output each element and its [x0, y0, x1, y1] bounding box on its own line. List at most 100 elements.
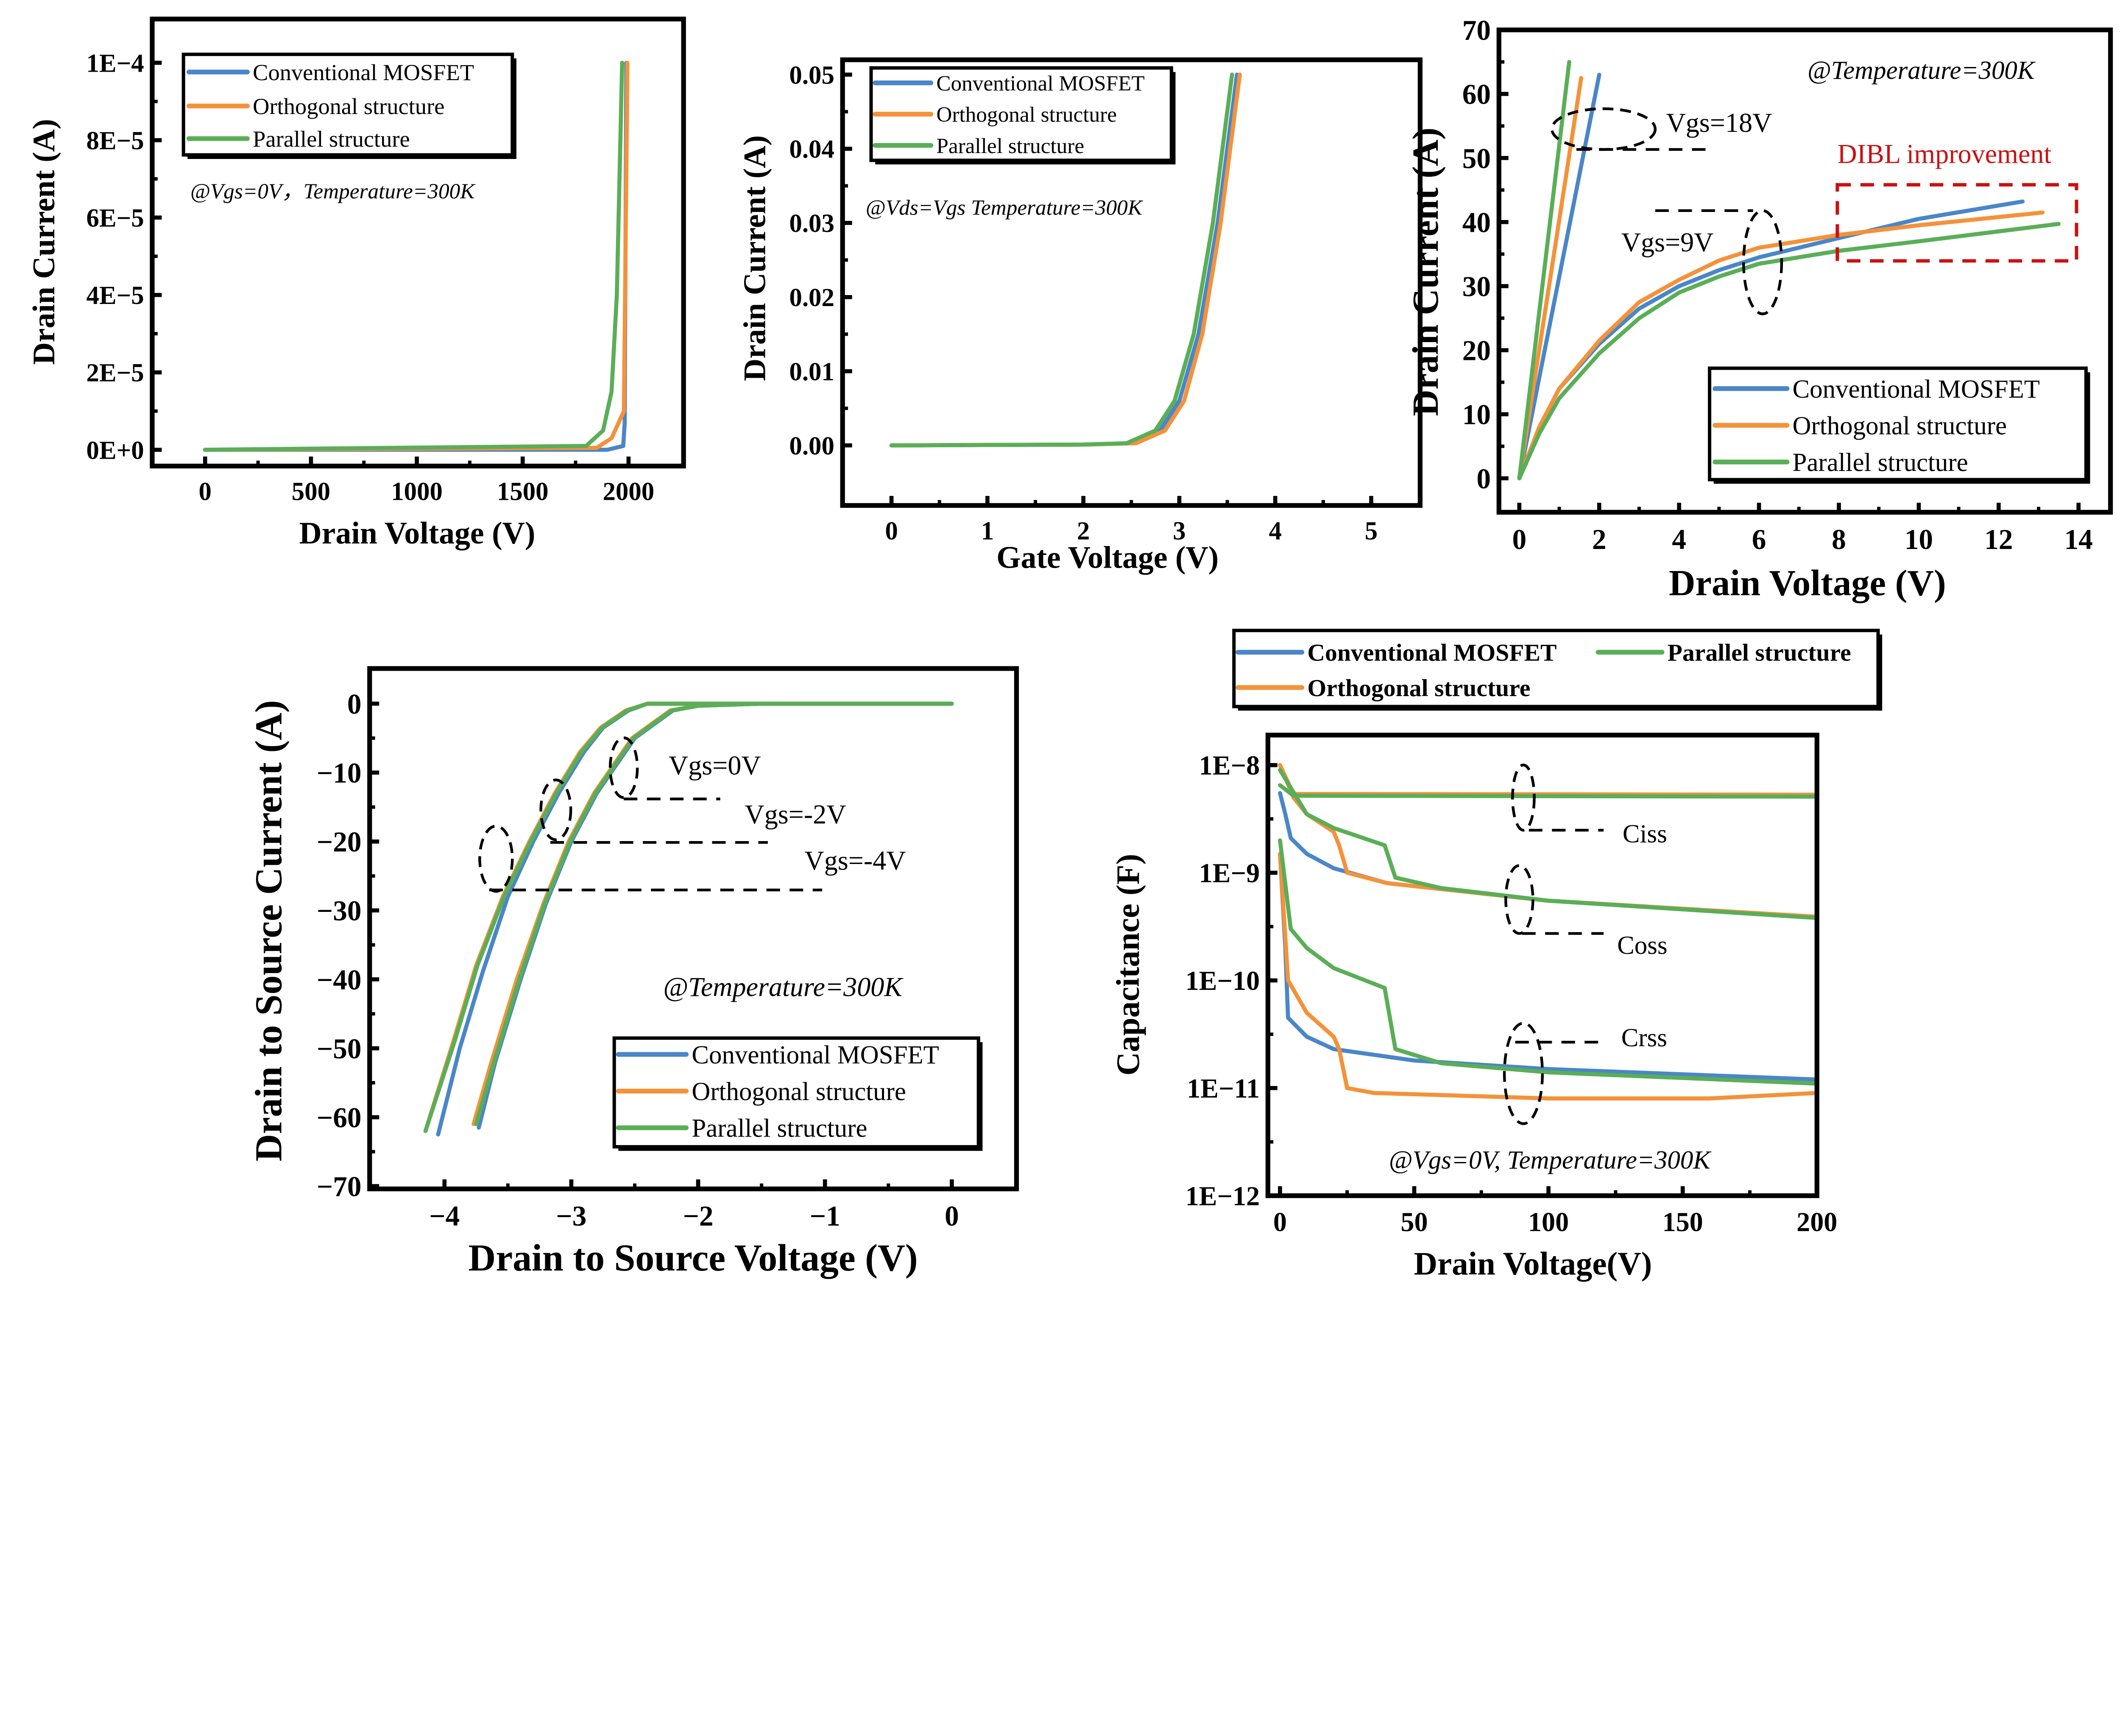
y-tick-label: 0	[1476, 463, 1491, 495]
legend-label: Orthogonal structure	[936, 103, 1117, 127]
legend-label: Orthogonal structure	[692, 1078, 906, 1106]
x-axis-title: Drain Voltage (V)	[299, 516, 536, 550]
series-line-conventional	[1278, 852, 1819, 1082]
legend-label: Conventional MOSFET	[936, 71, 1144, 95]
series-line-parallel	[203, 61, 625, 452]
dashed-ellipse-marker	[478, 825, 514, 893]
y-tick-label: 60	[1462, 78, 1491, 110]
chart-panel-1: 0 500 1000 1500 2000 0E+0 2E−5 4E−5 6E−5 8E−5 1E−4…	[26, 17, 686, 550]
x-tick-label: 0	[1512, 524, 1526, 555]
y-axis-title: Drain to Source Current (A)	[248, 700, 290, 1161]
x-tick-label: 50	[1400, 1207, 1428, 1237]
curve-group-label: Coss	[1617, 931, 1667, 960]
series-line-orthogonal	[1278, 852, 1819, 1101]
x-tick-label: 10	[1905, 524, 1933, 555]
x-axis-title: Drain Voltage(V)	[1414, 1245, 1652, 1282]
series-line-parallel	[423, 702, 954, 1133]
y-tick-label: 40	[1462, 206, 1491, 238]
y-axis-title: Capacitance (F)	[1110, 854, 1146, 1076]
dashed-ellipse-marker	[1503, 1022, 1544, 1125]
series-line-parallel	[889, 72, 1234, 448]
legend: Conventional MOSFET Orthogonal structure P…	[612, 1036, 983, 1151]
y-tick-label: −10	[317, 757, 362, 789]
legend-label: Orthogonal structure	[1793, 412, 2007, 440]
y-tick-label: 1E−10	[1186, 966, 1260, 996]
x-tick-label: 14	[2064, 524, 2093, 555]
y-tick-label: 1E−11	[1187, 1073, 1260, 1103]
x-tick-label: 2000	[603, 477, 654, 506]
legend-label: Conventional MOSFET	[1307, 640, 1557, 666]
chart-panel-3: 0 2 4 6 8 10 12 14 0 10 20 30 40 50 60 70 Drain Voltage …	[1405, 14, 2113, 603]
chart-panel-5: 0 50 100 150 200 1E−12 1E−11 1E−10 1E−9 1E−8 Drain…	[1110, 629, 1883, 1282]
y-tick-label: 20	[1462, 335, 1491, 367]
plot-frame	[1265, 733, 1819, 1198]
x-tick-label: 2	[1077, 517, 1090, 545]
y-tick-label: 1E−9	[1199, 858, 1260, 888]
legend: Conventional MOSFET Parallel structure Ort…	[1232, 629, 1883, 711]
series-line-orthogonal	[1278, 763, 1819, 919]
y-tick-label: −50	[317, 1033, 362, 1064]
series-line-orthogonal	[1278, 763, 1819, 797]
dibl-label: DIBL improvement	[1837, 139, 2051, 169]
x-tick-label: 100	[1528, 1207, 1569, 1237]
series-line-parallel	[1517, 222, 2061, 481]
x-tick-label: 4	[1269, 517, 1281, 545]
legend: Conventional MOSFET Orthogonal structure P…	[1708, 366, 2090, 484]
y-tick-label: −40	[317, 964, 362, 996]
x-tick-label: 5	[1365, 517, 1378, 545]
x-tick-label: 500	[292, 477, 330, 506]
plot-frame	[367, 666, 1019, 1192]
curve-group-label: Vgs=9V	[1621, 227, 1714, 257]
y-axis-title: Drain Current (A)	[737, 135, 772, 381]
y-axis-title: Drain Current (A)	[1405, 128, 1446, 416]
series-line-conventional	[1517, 72, 1601, 481]
x-axis-title: Drain Voltage (V)	[1669, 563, 1946, 603]
x-tick-label: 1500	[497, 477, 549, 506]
x-tick-label: 12	[1984, 524, 2013, 555]
y-tick-label: 0	[347, 688, 362, 720]
legend-label: Parallel structure	[1793, 449, 1968, 477]
condition-annotation: @Temperature=300K	[663, 972, 904, 1002]
legend-label: Conventional MOSFET	[253, 59, 474, 85]
dashed-ellipse-marker	[1742, 209, 1783, 315]
legend-label: Conventional MOSFET	[1793, 375, 2040, 404]
y-axis-title: Drain Current (A)	[26, 119, 61, 365]
curve-group-label: Ciss	[1623, 820, 1667, 848]
dashed-ellipse-marker	[539, 778, 572, 841]
dashed-ellipse-marker	[608, 736, 639, 799]
y-tick-label: 0E+0	[86, 436, 144, 465]
curve-group-label: Crss	[1621, 1024, 1667, 1052]
series-line-parallel	[1278, 783, 1819, 799]
x-tick-label: −2	[683, 1200, 714, 1232]
series-line-conventional	[1278, 791, 1819, 919]
dibl-highlight-box	[1835, 183, 2078, 263]
condition-annotation: @Temperature=300K	[1808, 56, 2036, 85]
legend-label: Parallel structure	[936, 134, 1084, 158]
x-tick-label: −3	[556, 1200, 586, 1232]
y-tick-label: 1E−4	[86, 49, 144, 78]
dashed-ellipse-marker	[1504, 864, 1534, 935]
curve-group-label: Vgs=0V	[669, 750, 761, 780]
y-tick-label: 1E−8	[1199, 750, 1260, 780]
x-tick-label: 0	[199, 477, 212, 506]
y-tick-label: 0.04	[789, 135, 834, 164]
y-tick-label: 10	[1462, 399, 1491, 431]
x-tick-label: 0	[945, 1200, 959, 1232]
y-tick-label: 4E−5	[86, 281, 144, 310]
y-tick-label: 30	[1462, 270, 1491, 302]
legend: Conventional MOSFET Orthogonal structure P…	[869, 66, 1176, 164]
x-tick-label: 3	[1173, 517, 1186, 545]
x-axis-title: Drain to Source Voltage (V)	[469, 1237, 918, 1279]
y-tick-label: 70	[1462, 14, 1491, 46]
plot-frame	[150, 17, 686, 468]
x-tick-label: 2	[1592, 524, 1607, 555]
x-tick-label: 8	[1832, 524, 1846, 555]
y-tick-label: 0.00	[789, 432, 834, 460]
series-line-orthogonal	[1517, 210, 2045, 481]
y-tick-label: 8E−5	[86, 127, 144, 155]
dashed-ellipse-marker	[1551, 107, 1657, 151]
y-tick-label: 0.02	[789, 284, 834, 312]
legend-label: Parallel structure	[253, 126, 410, 152]
legend-box	[1232, 629, 1880, 708]
